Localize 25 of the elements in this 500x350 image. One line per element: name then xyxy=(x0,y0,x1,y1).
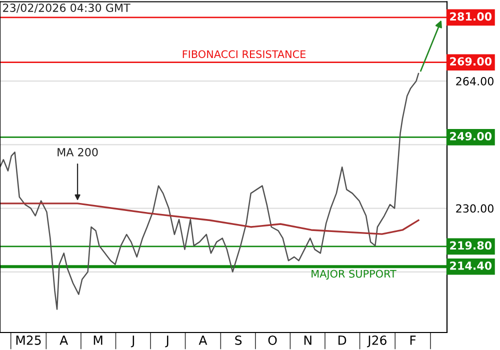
annotation: MAJOR SUPPORT xyxy=(312,270,396,280)
ref-line-label: 249.00 xyxy=(450,132,492,140)
line-series xyxy=(0,202,420,235)
x-tick-label: O xyxy=(268,336,277,345)
x-tick-label: A xyxy=(60,336,68,345)
x-tick-label: M25 xyxy=(16,336,41,345)
y-tick-label: 264.00 xyxy=(456,77,494,86)
x-tick-label: D xyxy=(338,336,346,345)
x-tick-label: J xyxy=(130,336,134,348)
text: MA 200 xyxy=(58,148,98,156)
line-series xyxy=(0,72,420,310)
x-tick-label: N xyxy=(304,336,312,345)
annotation: FIBONACCI RESISTANCE xyxy=(182,50,306,58)
x-tick-label: J xyxy=(165,336,168,348)
x-tick-label: F xyxy=(410,336,416,345)
ref-line-label: 281.00 xyxy=(450,12,492,21)
ref-line-label: 269.00 xyxy=(450,57,492,66)
chart-title: 23/02/2026 04:30 GMT xyxy=(3,4,130,13)
ref-line-label: 219.80 xyxy=(450,241,492,250)
x-tick-label: A xyxy=(198,336,208,345)
x-tick-label: S xyxy=(235,336,242,345)
y-tick-label: 230.00 xyxy=(456,204,494,213)
x-tick-label: J26 xyxy=(367,336,386,348)
ref-line-label: 214.40 xyxy=(450,261,492,270)
x-tick-label: M xyxy=(94,336,102,345)
